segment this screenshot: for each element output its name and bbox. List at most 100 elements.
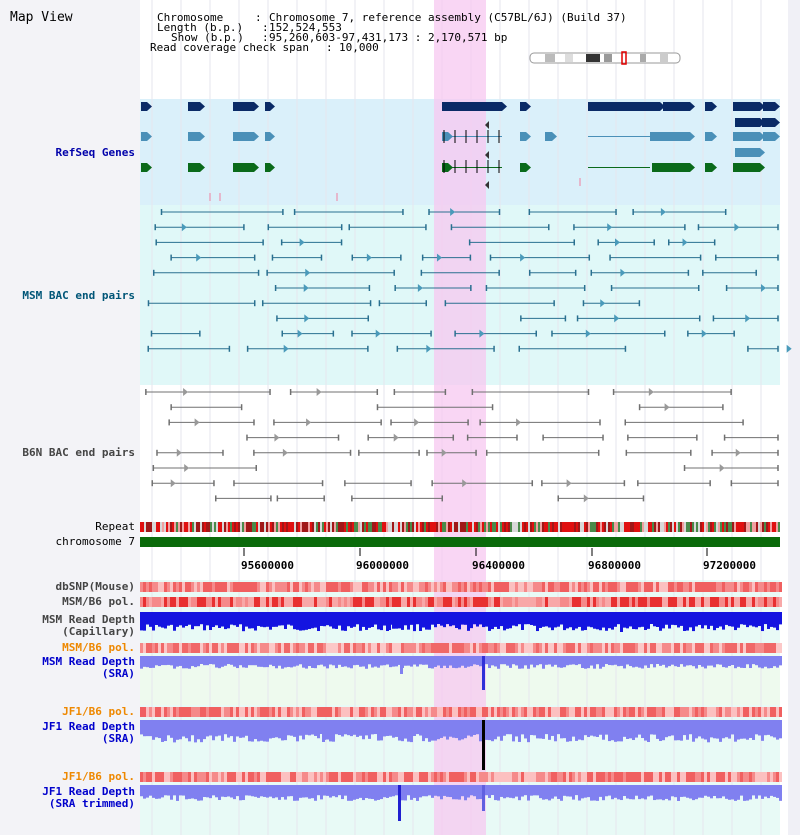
polymorphism-cell [293,707,296,717]
depth-bar [194,656,197,668]
polymorphism-cell [485,772,488,782]
polymorphism-cell [239,643,242,653]
polymorphism-cell [473,707,476,717]
polymorphism-cell [698,707,701,717]
repeat-block [606,522,608,532]
polymorphism-cell [767,772,770,782]
polymorphism-cell [428,582,431,592]
repeat-block [624,522,626,532]
polymorphism-cell [524,707,527,717]
depth-bar [152,656,155,668]
depth-bar [536,720,539,739]
repeat-block [278,522,280,532]
polymorphism-cell [269,643,272,653]
gene-exon [188,102,200,111]
polymorphism-cell [464,643,467,653]
depth-bar [470,656,473,667]
length-sep: : [262,21,269,34]
depth-bar [677,612,680,628]
polymorphism-cell [485,597,488,607]
polymorphism-cell [704,582,707,592]
depth-bar [593,612,596,629]
depth-bar [299,720,302,736]
polymorphism-cell [269,582,272,592]
axis-tick-label: 95600000 [241,559,294,572]
depth-bar [239,785,242,801]
polymorphism-cell [422,597,425,607]
polymorphism-cell [632,707,635,717]
depth-bar [275,612,278,627]
repeat-block [610,522,612,532]
depth-bar [146,720,149,737]
polymorphism-cell [530,597,533,607]
depth-bar [446,720,449,740]
repeat-block [388,522,390,532]
polymorphism-cell [668,643,671,653]
polymorphism-cell [383,643,386,653]
depth-bar [692,785,695,801]
repeat-block [170,522,172,532]
polymorphism-cell [608,707,611,717]
repeat-block [552,522,554,532]
polymorphism-cell [386,643,389,653]
polymorphism-cell [287,643,290,653]
polymorphism-cell [362,707,365,717]
repeat-block [484,522,486,532]
polymorphism-cell [509,772,512,782]
polymorphism-cell [320,772,323,782]
polymorphism-cell [326,582,329,592]
polymorphism-cell [491,597,494,607]
polymorphism-cell [500,597,503,607]
depth-bar [587,656,590,669]
polymorphism-cell [530,582,533,592]
polymorphism-cell [509,707,512,717]
polymorphism-cell [656,772,659,782]
polymorphism-cell [653,597,656,607]
polymorphism-cell [560,597,563,607]
polymorphism-cell [170,582,173,592]
depth-bar [689,612,692,628]
repeat-block [362,522,364,532]
depth-bar [392,720,395,738]
depth-bar [314,720,317,736]
gene-exon [141,102,147,111]
depth-bar [662,720,665,741]
polymorphism-cell [575,643,578,653]
track-label-refseq: RefSeq Genes [55,146,135,159]
polymorphism-cell [341,772,344,782]
polymorphism-cell [518,582,521,592]
polymorphism-cell [227,707,230,717]
polymorphism-cell [398,582,401,592]
depth-bar [563,612,566,631]
depth-bar [494,720,497,740]
repeat-block [268,522,270,532]
polymorphism-cell [437,707,440,717]
depth-bar [653,612,656,627]
repeat-block [508,522,510,532]
depth-bar [473,720,476,735]
repeat-block [338,522,340,532]
polymorphism-cell [374,582,377,592]
repeat-block [718,522,720,532]
depth-bar [209,785,212,799]
repeat-block [424,522,426,532]
repeat-block [142,522,144,532]
polymorphism-cell [152,597,155,607]
depth-bar [593,720,596,737]
polymorphism-cell [725,772,728,782]
polymorphism-cell [671,707,674,717]
polymorphism-cell [482,597,485,607]
bac-end-arrow [735,448,741,457]
depth-bar [224,720,227,735]
polymorphism-cell [593,582,596,592]
polymorphism-cell [446,597,449,607]
depth-bar [266,720,269,742]
depth-bar [212,612,215,628]
polymorphism-cell [362,582,365,592]
depth-bar [176,612,179,627]
polymorphism-cell [290,707,293,717]
depth-bar [356,612,359,625]
depth-bar [140,612,143,631]
depth-bar [470,720,473,737]
